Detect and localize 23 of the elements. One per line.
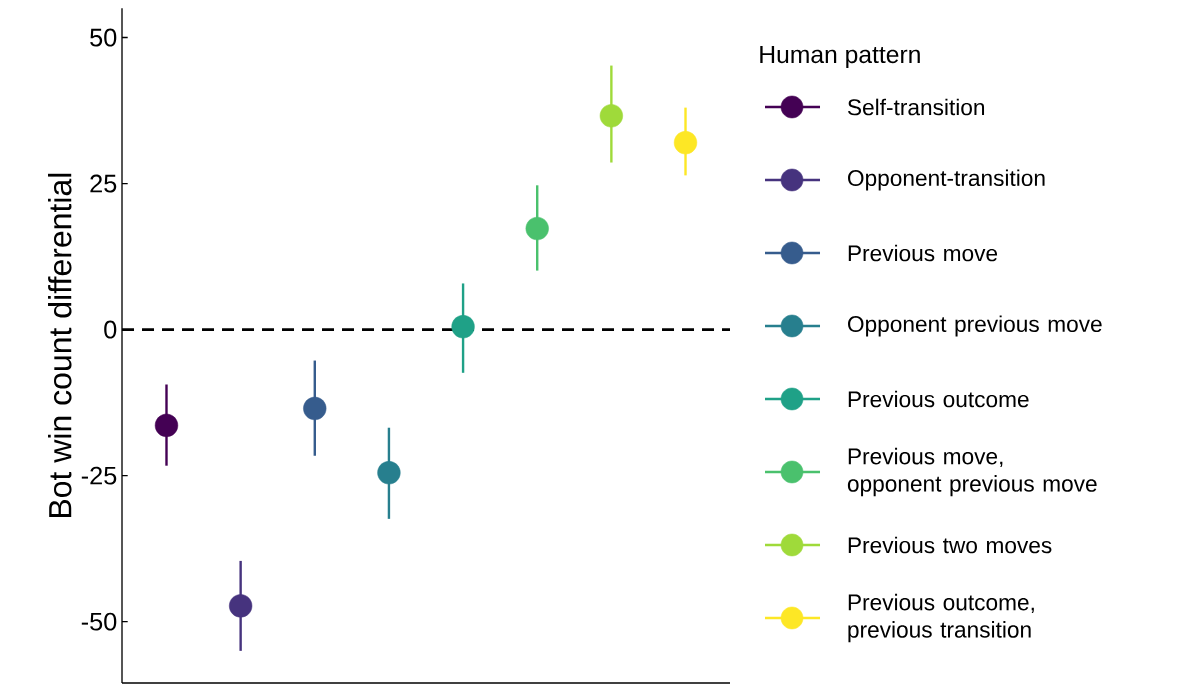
y-tick-label: -50 — [81, 612, 117, 631]
point — [154, 413, 179, 437]
legend-label: Previous move, opponent previous move — [847, 447, 1097, 497]
legend-label: Previous outcome, previous transition — [848, 593, 1034, 643]
legend-label: Opponent-transition — [848, 169, 1045, 191]
point — [229, 594, 253, 618]
point — [377, 461, 401, 485]
point — [451, 315, 475, 339]
point — [525, 216, 549, 241]
y-tick-label: 25 — [90, 174, 117, 193]
y-tick-label: 50 — [90, 28, 117, 47]
point — [599, 104, 623, 128]
y-axis-title: Bot win count differential — [48, 173, 72, 518]
point — [673, 131, 698, 155]
legend-label: Previous two moves — [848, 536, 1052, 554]
legend-label: Previous move — [848, 244, 998, 262]
legend-title: Human pattern — [760, 45, 920, 69]
legend-label: Previous outcome — [848, 390, 1029, 408]
legend-label: Opponent previous move — [848, 315, 1102, 337]
legend-label: Self-transition — [847, 98, 985, 116]
y-tick-label: 0 — [104, 320, 117, 339]
y-tick-label: -25 — [81, 466, 117, 485]
point — [303, 396, 327, 421]
